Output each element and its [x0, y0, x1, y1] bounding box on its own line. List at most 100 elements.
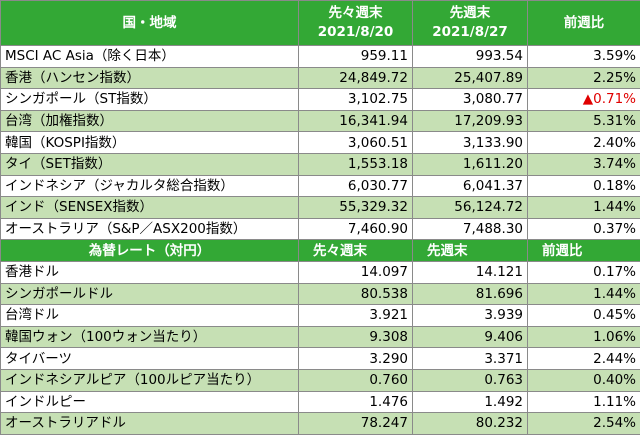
- row-label: インド（SENSEX指数）: [0, 196, 299, 219]
- cell-value: 16,341.94: [298, 109, 413, 133]
- header-row: 為替レート（対円） 先々週末 先週末 前週比: [0, 239, 640, 262]
- data-row: タイバーツ 3.290 3.371 2.44%: [0, 347, 640, 370]
- header-text: 先々週末: [328, 5, 383, 21]
- cell-value: 3.921: [298, 304, 413, 327]
- cell-value: 3.371: [412, 347, 528, 370]
- header-cell: 為替レート（対円）: [0, 239, 299, 262]
- row-label: 香港ドル: [0, 260, 299, 284]
- cell-value: 2.25%: [527, 66, 640, 90]
- row-label: タイ（SET指数）: [0, 152, 299, 176]
- row-label: 香港（ハンセン指数）: [0, 66, 299, 90]
- header-cell: 先々週末: [298, 239, 413, 262]
- cell-value: 0.40%: [527, 368, 640, 392]
- row-label: インドネシア（ジャカルタ総合指数）: [0, 174, 299, 198]
- cell-value: 17,209.93: [412, 109, 528, 133]
- cell-value: 7,460.90: [298, 217, 413, 241]
- row-label: オーストラリア（S&P／ASX200指数）: [0, 217, 299, 241]
- header-text: 先週末: [449, 5, 491, 21]
- row-label: タイバーツ: [0, 347, 299, 370]
- cell-value: 3,060.51: [298, 131, 413, 154]
- data-row: オーストラリア（S&P／ASX200指数） 7,460.90 7,488.30 0.3…: [0, 217, 640, 241]
- header-cell: 先週末 2021/8/27: [412, 0, 528, 46]
- cell-value: 78.247: [298, 412, 413, 435]
- header-text: 2021/8/20: [317, 24, 394, 40]
- cell-value: 6,041.37: [412, 174, 528, 198]
- header-cell: 先々週末 2021/8/20: [298, 0, 413, 46]
- cell-value: 1,611.20: [412, 152, 528, 176]
- header-text: 為替レート（対円）: [88, 242, 211, 259]
- cell-value: 3,133.90: [412, 131, 528, 154]
- data-row: インドルピー 1.476 1.492 1.11%: [0, 390, 640, 414]
- header-text: 前週比: [563, 14, 605, 31]
- row-label: オーストラリアドル: [0, 412, 299, 435]
- row-label: 韓国ウォン（100ウォン当たり）: [0, 325, 299, 349]
- cell-value: 993.54: [412, 45, 528, 68]
- data-row: 香港（ハンセン指数） 24,849.72 25,407.89 2.25%: [0, 66, 640, 90]
- data-row: 韓国ウォン（100ウォン当たり） 9.308 9.406 1.06%: [0, 325, 640, 349]
- header-text: 前週比: [542, 242, 583, 259]
- cell-value: 9.406: [412, 325, 528, 349]
- header-cell: 前週比: [527, 0, 640, 46]
- cell-value: 0.17%: [527, 260, 640, 284]
- cell-value: 5.31%: [527, 109, 640, 133]
- data-row: 韓国（KOSPI指数） 3,060.51 3,133.90 2.40%: [0, 131, 640, 154]
- cell-value: 1.44%: [527, 282, 640, 306]
- data-row: 台湾（加権指数） 16,341.94 17,209.93 5.31%: [0, 109, 640, 133]
- cell-value: 1.11%: [527, 390, 640, 414]
- row-label: シンガポールドル: [0, 282, 299, 306]
- cell-value: 3.939: [412, 304, 528, 327]
- data-row: MSCI AC Asia（除く日本） 959.11 993.54 3.59%: [0, 45, 640, 68]
- cell-value: 0.37%: [527, 217, 640, 241]
- row-label: MSCI AC Asia（除く日本）: [0, 45, 299, 68]
- header-text: 先週末: [427, 242, 468, 259]
- cell-value: 0.18%: [527, 174, 640, 198]
- header-cell: 国・地域: [0, 0, 299, 46]
- cell-value: 1.44%: [527, 196, 640, 219]
- header-text: 2021/8/27: [432, 24, 508, 40]
- cell-value: 2.44%: [527, 347, 640, 370]
- data-row: シンガポールドル 80.538 81.696 1.44%: [0, 282, 640, 306]
- data-row: オーストラリアドル 78.247 80.232 2.54%: [0, 412, 640, 435]
- header-cell: 先週末: [412, 239, 528, 262]
- header-cell: 前週比: [527, 239, 640, 262]
- row-label: インドルピー: [0, 390, 299, 414]
- cell-value: 9.308: [298, 325, 413, 349]
- row-label: インドネシアルピア（100ルピア当たり）: [0, 368, 299, 392]
- header-text: 先々週末: [313, 242, 367, 259]
- cell-value: 959.11: [298, 45, 413, 68]
- cell-value: 3.290: [298, 347, 413, 370]
- row-label: 台湾（加権指数）: [0, 109, 299, 133]
- data-row: タイ（SET指数） 1,553.18 1,611.20 3.74%: [0, 152, 640, 176]
- cell-value: 80.538: [298, 282, 413, 306]
- cell-value: 14.121: [412, 260, 528, 284]
- cell-value: 24,849.72: [298, 66, 413, 90]
- cell-value: 56,124.72: [412, 196, 528, 219]
- row-label: 韓国（KOSPI指数）: [0, 131, 299, 154]
- cell-value: 81.696: [412, 282, 528, 306]
- cell-value: 80.232: [412, 412, 528, 435]
- data-row: インドネシア（ジャカルタ総合指数） 6,030.77 6,041.37 0.18%: [0, 174, 640, 198]
- cell-value: 3.74%: [527, 152, 640, 176]
- data-row: シンガポール（ST指数） 3,102.75 3,080.77 ▲0.71%: [0, 88, 640, 111]
- cell-value: 3.59%: [527, 45, 640, 68]
- cell-value: 3,102.75: [298, 88, 413, 111]
- data-row: インドネシアルピア（100ルピア当たり） 0.760 0.763 0.40%: [0, 368, 640, 392]
- header-row: 国・地域 先々週末 2021/8/20 先週末 2021/8/27 前週比: [0, 0, 640, 46]
- cell-value: 7,488.30: [412, 217, 528, 241]
- cell-value: 0.763: [412, 368, 528, 392]
- cell-value: 2.54%: [527, 412, 640, 435]
- cell-value: 3,080.77: [412, 88, 528, 111]
- data-row: 香港ドル 14.097 14.121 0.17%: [0, 260, 640, 284]
- cell-value: 1.492: [412, 390, 528, 414]
- data-row: インド（SENSEX指数） 55,329.32 56,124.72 1.44%: [0, 196, 640, 219]
- cell-value: 14.097: [298, 260, 413, 284]
- cell-value: 1.476: [298, 390, 413, 414]
- cell-value: 1,553.18: [298, 152, 413, 176]
- cell-value: ▲0.71%: [527, 88, 640, 111]
- cell-value: 1.06%: [527, 325, 640, 349]
- cell-value: 0.45%: [527, 304, 640, 327]
- row-label: シンガポール（ST指数）: [0, 88, 299, 111]
- data-row: 台湾ドル 3.921 3.939 0.45%: [0, 304, 640, 327]
